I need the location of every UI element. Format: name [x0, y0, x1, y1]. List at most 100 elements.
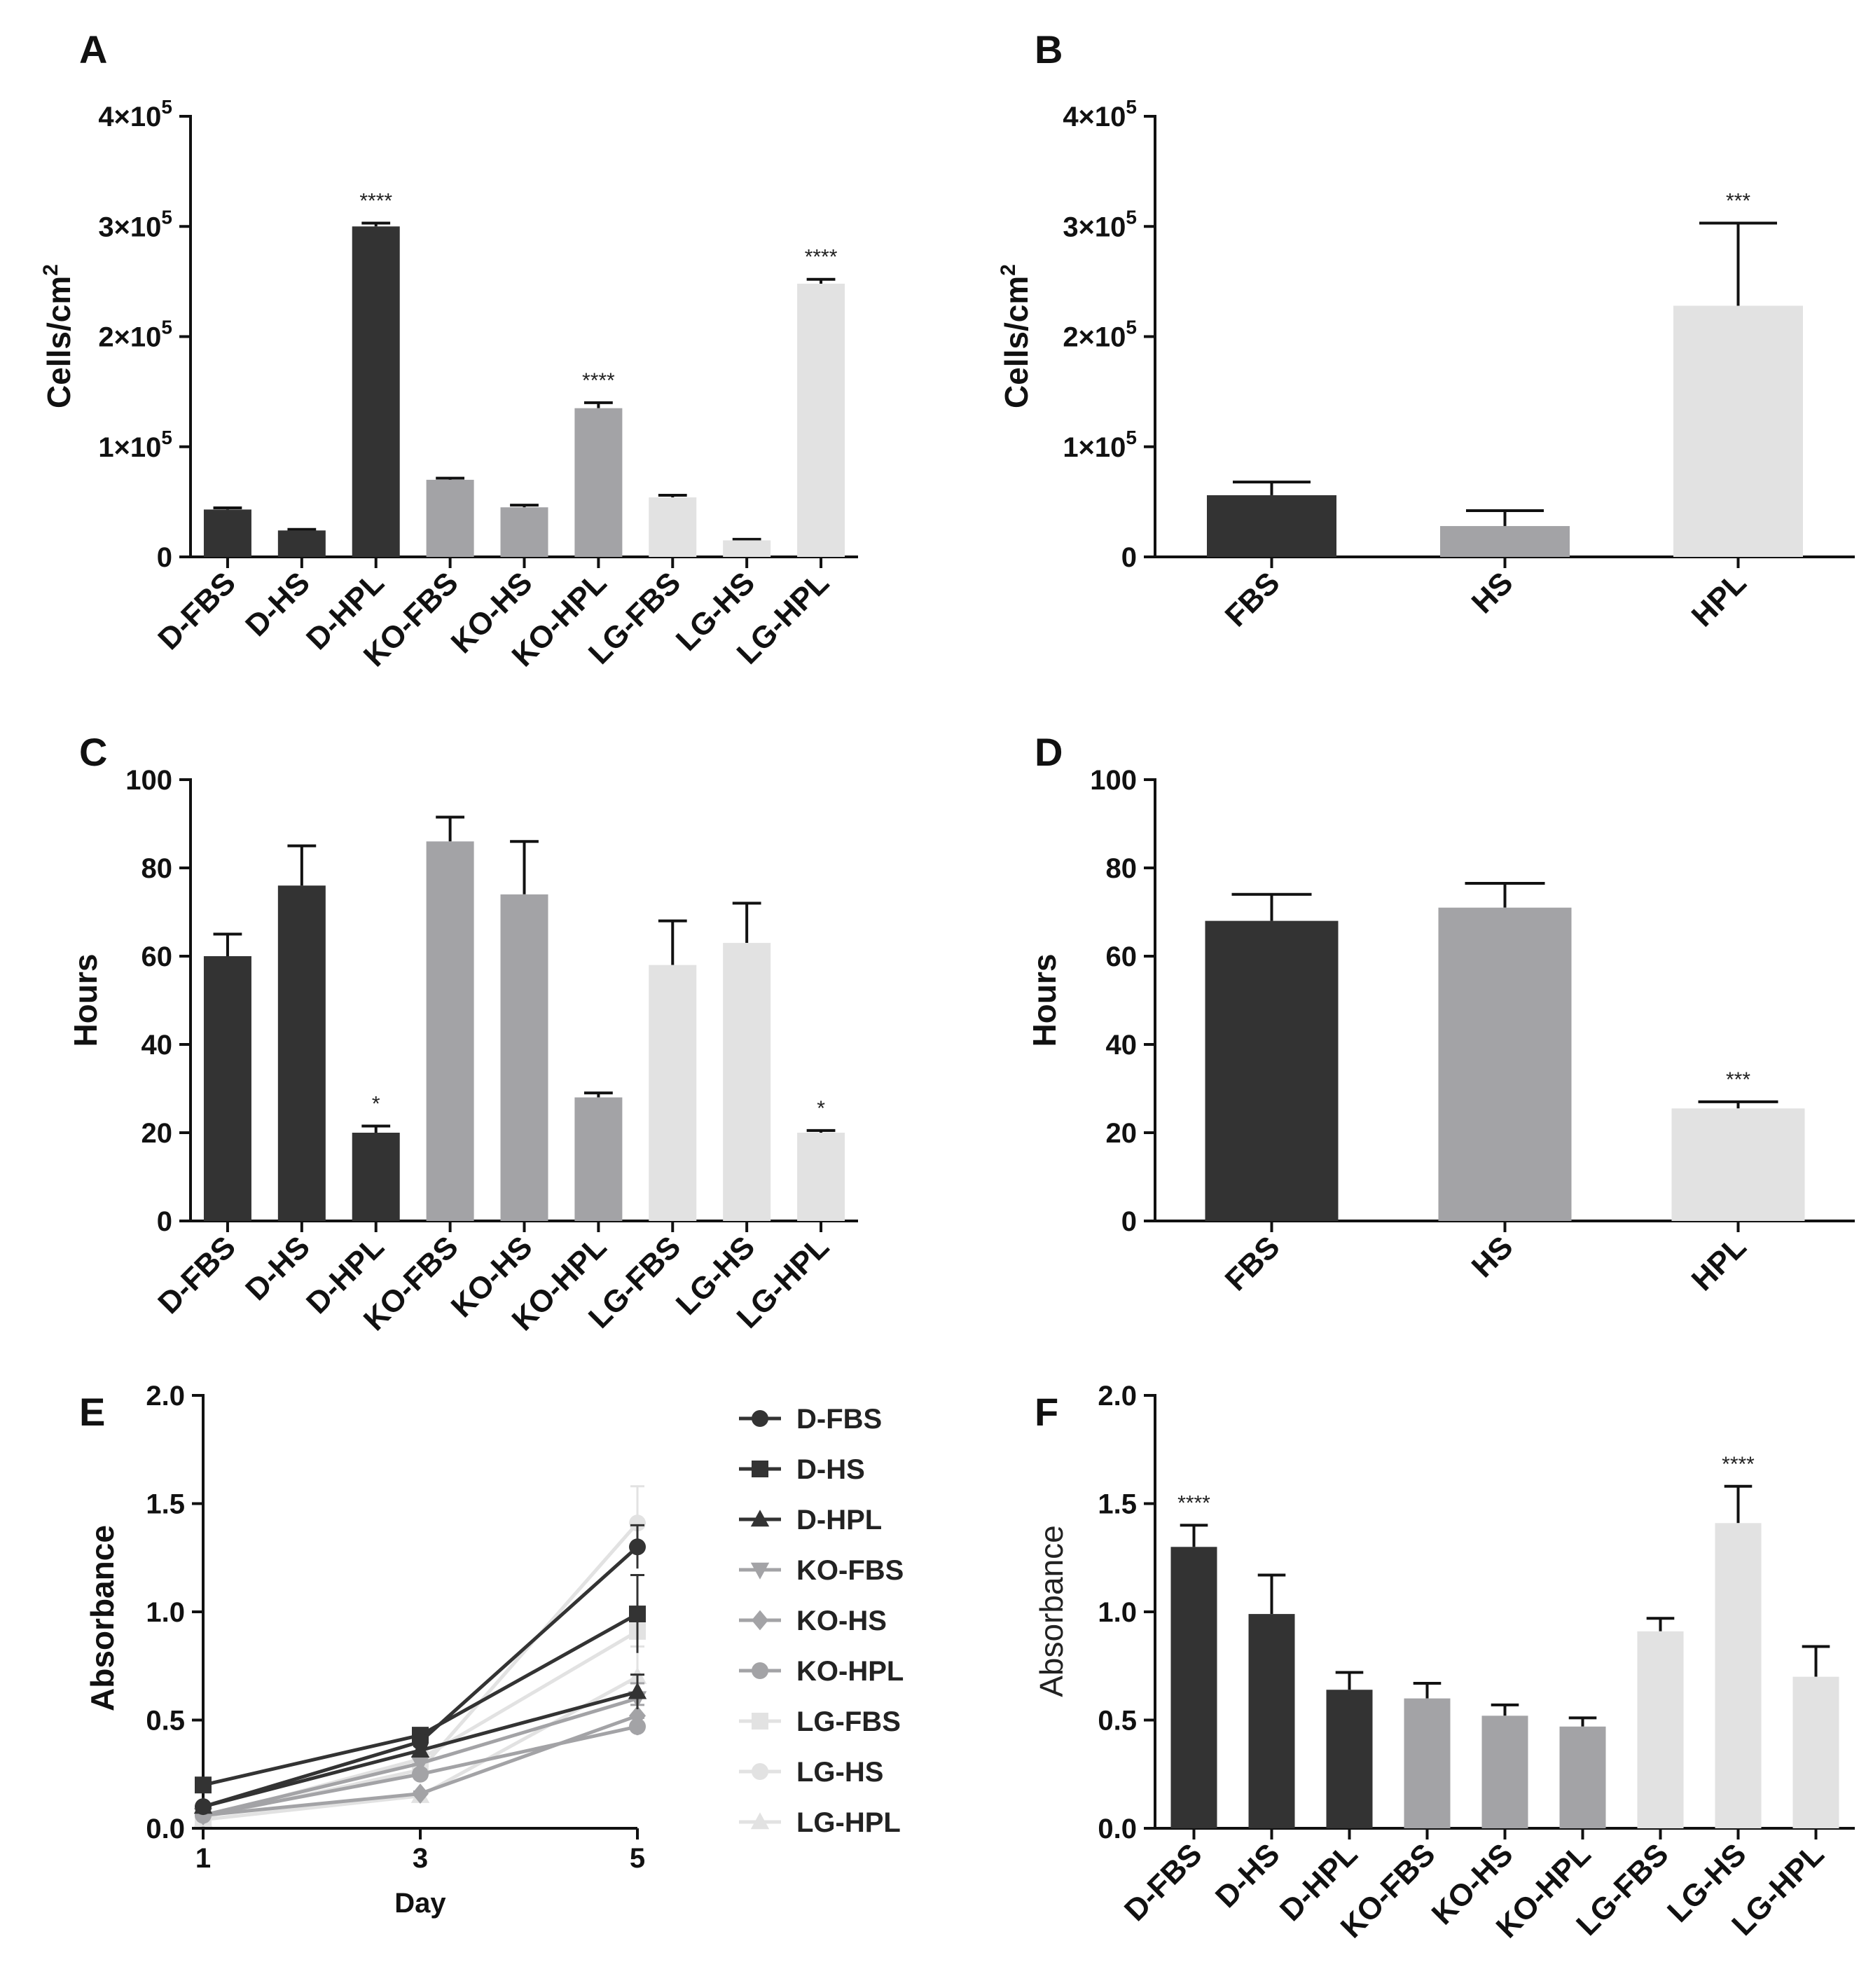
data-point-lg-hs	[629, 1514, 646, 1532]
bar-lg-hs	[1715, 1523, 1762, 1828]
bar-d-hs	[277, 885, 326, 1221]
y-tick-text: 40	[141, 1030, 173, 1061]
y-tick-text: 20	[1106, 1118, 1138, 1149]
legend-marker	[752, 1763, 768, 1780]
significance-marker: *	[372, 1093, 380, 1116]
y-tick-label: 0	[1121, 1206, 1137, 1237]
legend-marker	[750, 1510, 770, 1527]
bar-hs	[1438, 907, 1572, 1221]
bar-d-hs	[277, 530, 326, 557]
y-axis-title-text: Absorbance	[84, 1525, 120, 1711]
y-axis-title-exponent: 2	[39, 264, 62, 276]
y-tick-text: 1.0	[146, 1597, 185, 1628]
y-axis-title: Absorbance	[1033, 1525, 1070, 1697]
y-tick-text: 0.5	[1098, 1706, 1137, 1737]
y-tick-text: 0	[1121, 542, 1137, 573]
y-tick-text: 3×10	[98, 212, 161, 242]
bar-d-hs	[1248, 1614, 1295, 1828]
data-point-ko-fbs	[410, 1756, 430, 1774]
y-tick-label: 0	[157, 1206, 172, 1237]
bar-d-hpl	[1326, 1690, 1373, 1828]
bar-ko-fbs	[426, 479, 474, 557]
legend-marker	[752, 1713, 768, 1730]
significance-marker: ****	[1177, 1491, 1210, 1514]
data-point-d-hs	[195, 1776, 212, 1794]
y-tick-text: 1.5	[146, 1489, 185, 1520]
bar-lg-fbs	[649, 497, 697, 557]
significance-marker: ****	[582, 369, 615, 392]
panel-e-chart: E Absorbance 0.0 0.5 1.0 1.5 2.0 1 3 5 Day D-FBS D-H…	[79, 1381, 904, 1919]
bar-d-fbs	[203, 509, 251, 557]
y-tick-text: 0.0	[146, 1814, 185, 1844]
y-tick-label: 0	[157, 542, 172, 573]
data-point-ko-hpl	[412, 1765, 429, 1783]
y-axis-title: Hours	[67, 954, 104, 1047]
legend-marker	[752, 1410, 768, 1427]
y-tick-exponent: 5	[161, 206, 172, 228]
y-tick-text: 1.5	[1098, 1489, 1137, 1520]
legend-label: D-FBS	[796, 1404, 882, 1435]
bar-ko-hs	[500, 894, 548, 1221]
panel-d-chart: D Hours 0 20 40 60 80 100 FBS HS HPL ***	[1026, 730, 1855, 1297]
y-tick-label: 3×105	[98, 206, 172, 242]
y-tick-label: 0.0	[146, 1814, 185, 1844]
y-tick-text: 4×10	[1063, 102, 1126, 132]
x-tick-label: HS	[1465, 1229, 1520, 1284]
y-tick-label: 1.5	[1098, 1489, 1137, 1520]
bar-lg-hs	[723, 540, 771, 557]
y-tick-exponent: 5	[1126, 317, 1137, 338]
x-tick-label: FBS	[1219, 1229, 1287, 1297]
y-tick-text: 60	[141, 941, 173, 972]
y-tick-label: 1×105	[1063, 427, 1137, 463]
x-tick-label: D-FBS	[151, 1229, 242, 1320]
legend-label: D-HS	[796, 1454, 865, 1485]
panel-f-chart: FAbsorbance0.00.51.01.52.0D-FBS****D-HSD…	[1033, 1381, 1855, 1945]
data-point-d-fbs	[629, 1538, 646, 1556]
bar-hpl	[1671, 1108, 1805, 1221]
legend-marker	[750, 1562, 770, 1580]
bar-d-fbs	[1170, 1547, 1217, 1828]
significance-marker: ****	[805, 246, 838, 269]
y-tick-label: 3×105	[1063, 206, 1137, 242]
x-tick-label: 3	[413, 1843, 428, 1874]
x-tick-label: FBS	[1219, 565, 1287, 633]
y-tick-label: 2×105	[98, 317, 172, 353]
panel-letter: A	[79, 27, 107, 71]
y-tick-text: 2×10	[98, 322, 161, 353]
y-tick-label: 4×105	[1063, 96, 1137, 132]
y-tick-exponent: 5	[161, 96, 172, 118]
y-tick-label: 2×105	[1063, 317, 1137, 353]
x-tick-label: HS	[1465, 565, 1520, 620]
y-tick-label: 0.5	[1098, 1706, 1137, 1737]
y-tick-exponent: 5	[1126, 206, 1137, 228]
y-tick-label: 80	[1106, 853, 1138, 884]
bar-lg-hs	[723, 943, 771, 1221]
y-tick-exponent: 5	[1126, 96, 1137, 118]
y-tick-text: 0	[157, 542, 172, 573]
y-axis-title-text: Hours	[67, 954, 104, 1047]
y-tick-label: 1.0	[146, 1597, 185, 1628]
bar-ko-hs	[1481, 1716, 1528, 1828]
bar-ko-hs	[500, 507, 548, 557]
y-tick-label: 100	[125, 765, 172, 796]
x-tick-label: HPL	[1685, 565, 1753, 633]
y-tick-text: 0.0	[1098, 1814, 1137, 1844]
legend-marker	[752, 1662, 768, 1679]
y-tick-label: 0	[1121, 542, 1137, 573]
panel-letter: F	[1035, 1390, 1058, 1434]
bar-lg-hpl	[797, 1133, 845, 1221]
panel-letter: D	[1035, 730, 1063, 774]
panel-letter: E	[79, 1390, 105, 1434]
y-tick-exponent: 5	[161, 317, 172, 338]
y-axis-title-text: Cells/cm	[41, 276, 77, 408]
x-tick-label: HPL	[1685, 1229, 1753, 1297]
y-tick-label: 20	[141, 1118, 173, 1149]
y-axis-title-text: Hours	[1026, 954, 1063, 1047]
y-tick-text: 20	[141, 1118, 173, 1149]
bar-ko-hpl	[574, 1097, 623, 1221]
bar-lg-hpl	[1792, 1676, 1839, 1828]
y-tick-text: 0	[157, 1206, 172, 1237]
y-tick-text: 100	[125, 765, 172, 796]
panel-letter: B	[1035, 27, 1063, 71]
legend-label: KO-FBS	[796, 1555, 904, 1586]
